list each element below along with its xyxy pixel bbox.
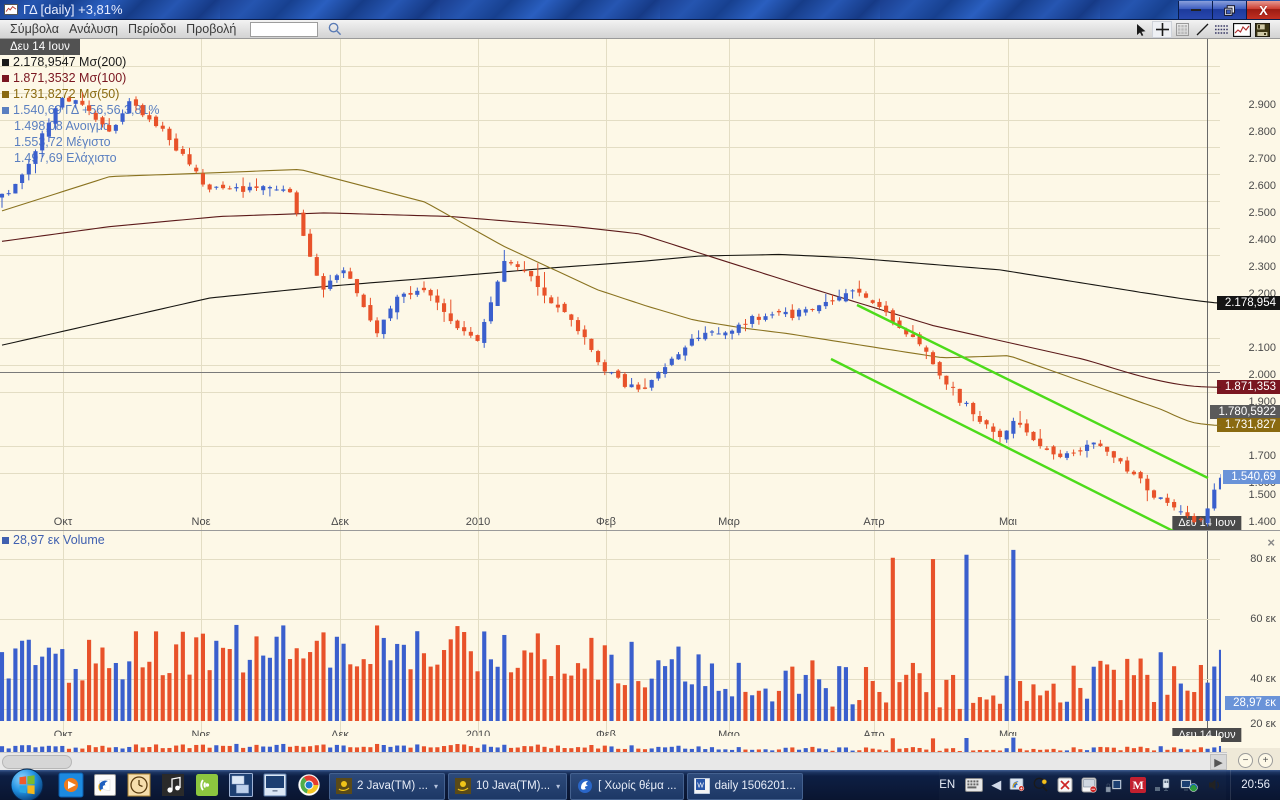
svg-text:W: W bbox=[697, 783, 704, 790]
